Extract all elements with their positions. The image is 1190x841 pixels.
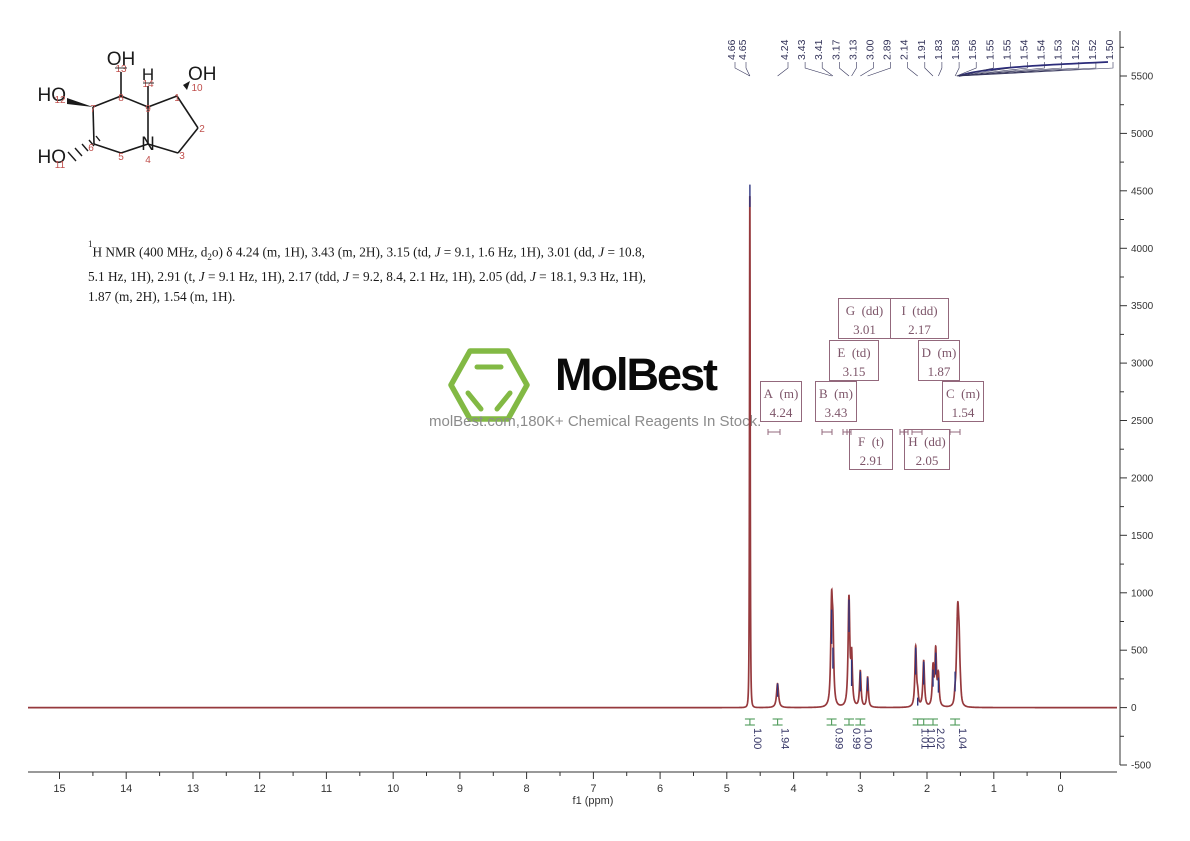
svg-text:11: 11 [321,783,332,795]
svg-text:13: 13 [187,783,199,795]
svg-text:2: 2 [924,783,930,795]
svg-text:9: 9 [457,783,463,795]
svg-text:5: 5 [724,783,730,795]
svg-text:500: 500 [1131,646,1148,657]
svg-text:2000: 2000 [1131,473,1154,484]
svg-text:0: 0 [1131,703,1137,714]
svg-text:15: 15 [53,783,65,795]
svg-text:1: 1 [991,783,997,795]
svg-text:14: 14 [120,783,132,795]
svg-text:3500: 3500 [1131,301,1154,312]
svg-text:2500: 2500 [1131,416,1154,427]
svg-text:1500: 1500 [1131,531,1154,542]
svg-text:5500: 5500 [1131,72,1154,83]
svg-text:1000: 1000 [1131,588,1154,599]
svg-text:4: 4 [791,783,797,795]
svg-text:7: 7 [590,783,596,795]
svg-text:-500: -500 [1131,761,1151,772]
svg-text:0: 0 [1057,783,1063,795]
svg-text:3000: 3000 [1131,359,1154,370]
svg-text:4000: 4000 [1131,244,1154,255]
svg-text:6: 6 [657,783,663,795]
svg-text:5000: 5000 [1131,129,1154,140]
svg-text:10: 10 [387,783,399,795]
svg-text:8: 8 [524,783,530,795]
svg-text:3: 3 [857,783,863,795]
svg-text:f1 (ppm): f1 (ppm) [573,795,614,807]
svg-text:4500: 4500 [1131,186,1154,197]
svg-text:12: 12 [254,783,266,795]
